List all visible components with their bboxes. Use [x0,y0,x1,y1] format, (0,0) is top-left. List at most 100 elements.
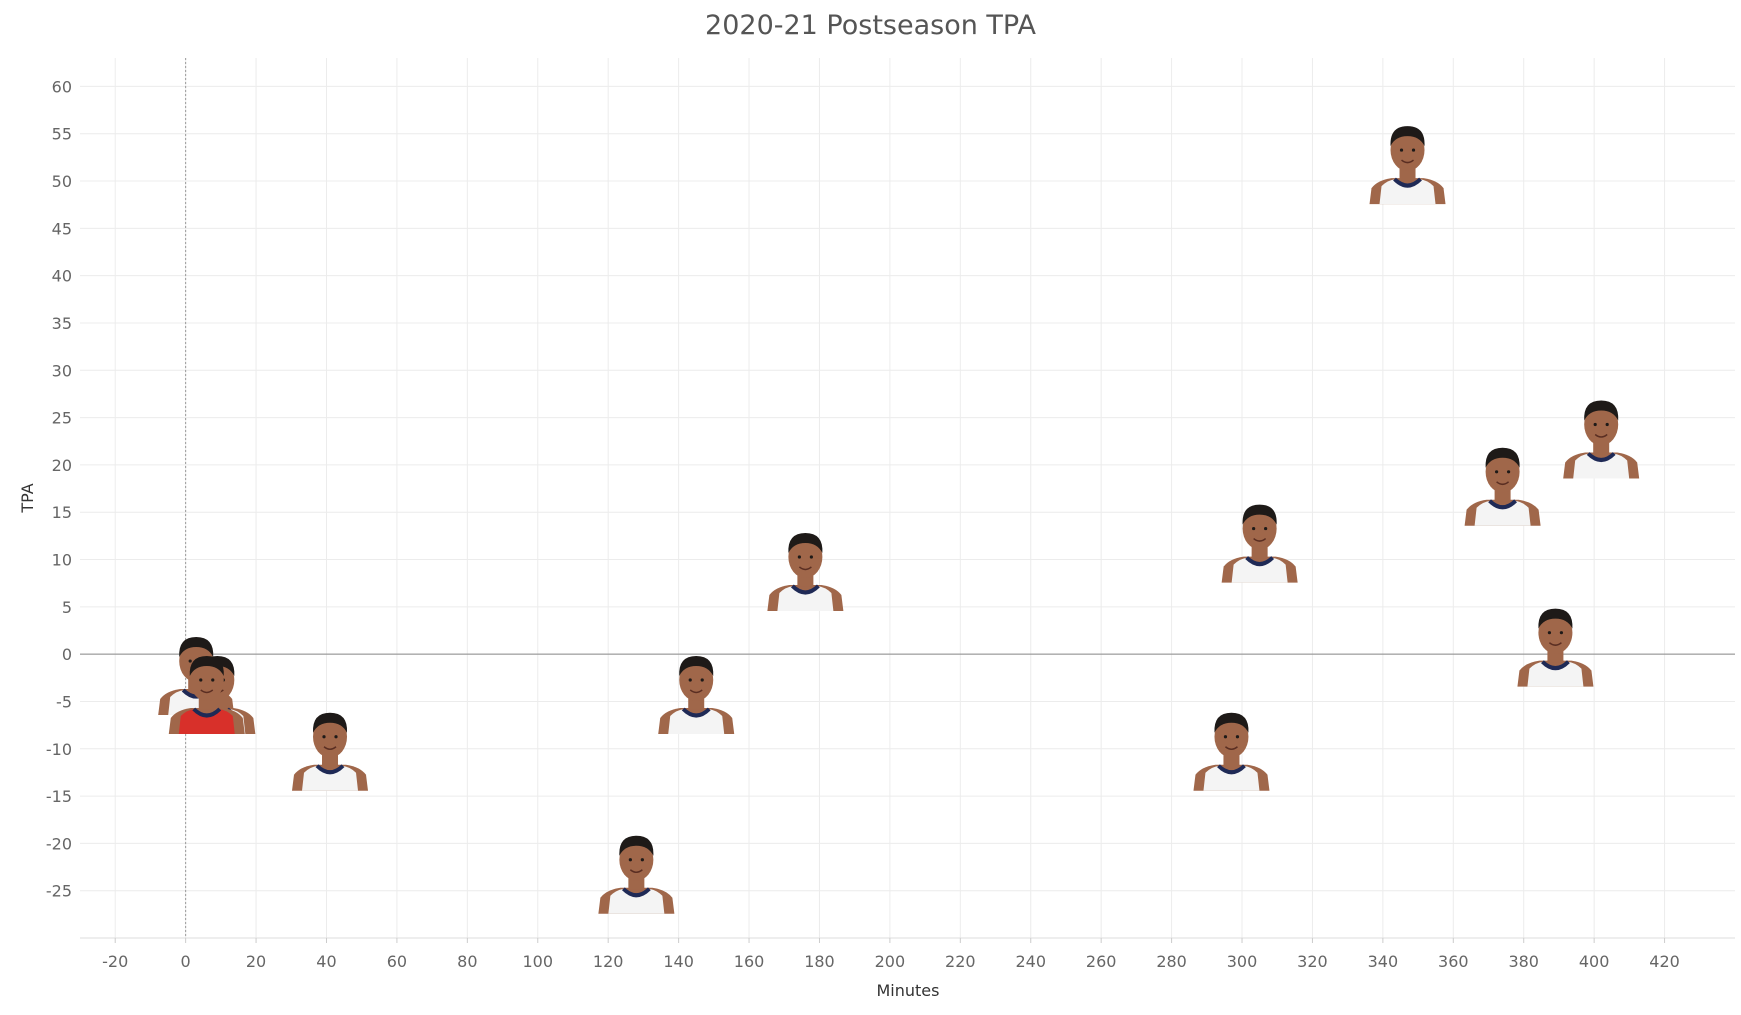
eye [322,735,326,739]
eye [334,735,338,739]
eye [1593,422,1597,427]
jersey [1573,453,1630,479]
eye [700,678,704,682]
x-tick-label: 20 [246,952,266,971]
mouth [1496,481,1510,486]
y-axis-ticks: -25 -20 -15 -10 -5 0 5 10 15 20 25 30 35 40 45 50 55 60 [46,77,72,900]
jersey-collar [192,707,222,718]
jersey-collar [1217,764,1246,775]
grid-lines [80,58,1735,939]
face [1390,129,1425,172]
jersey-collar [681,707,711,718]
jersey-collar [315,764,345,775]
eye [1605,422,1609,427]
x-tick-label: 360 [1438,952,1469,971]
eye [1235,735,1240,739]
player-headshot-point [1221,504,1298,583]
mouth [1594,433,1608,438]
jersey [1527,661,1584,687]
face [1214,715,1249,758]
x-tick-label: 160 [734,952,765,971]
y-tick-label: 10 [52,551,72,570]
y-axis-title: TPA [18,483,37,513]
x-tick-label: 260 [1086,952,1117,971]
data-points [158,126,1640,914]
eye [809,555,813,559]
eye [1494,470,1499,474]
y-tick-label: -5 [56,692,72,711]
eye [1264,526,1268,531]
eye [1506,470,1511,474]
jersey-collar [790,584,820,595]
mouth [323,746,337,750]
hair [619,835,654,856]
eye [1399,148,1404,152]
eye [199,678,203,682]
eye [640,858,644,862]
x-tick-label: 300 [1227,952,1258,971]
chart-title: 2020-21 Postseason TPA [705,10,1036,41]
reference-lines [80,58,1735,938]
player-headshot-point [767,532,844,611]
hair [312,712,348,733]
face [1242,507,1277,550]
hair [1242,504,1277,525]
x-tick-label: 0 [181,952,191,971]
hair [1538,608,1573,629]
x-tick-label: 140 [663,952,694,971]
y-tick-label: 55 [52,125,72,144]
x-tick-label: 340 [1368,952,1399,971]
player-headshot-point [1517,608,1594,687]
mouth [689,689,703,694]
y-tick-label: 45 [52,219,72,238]
jersey [1231,557,1288,583]
eye [188,659,192,663]
hair [1214,712,1249,733]
x-tick-label: 400 [1579,952,1610,971]
jersey-collar [1586,452,1616,462]
jersey-collar [1488,499,1518,510]
hair [1390,126,1425,147]
mouth [1224,746,1238,750]
player-headshot-point [292,712,369,791]
mouth [200,689,214,694]
player-headshot-point [1369,126,1446,205]
player-headshot-point [1563,400,1640,479]
mouth [1253,537,1267,542]
jersey-collar [621,887,651,898]
x-tick-label: 80 [457,952,477,971]
mouth [1548,642,1562,646]
face [679,658,714,701]
y-tick-label: -25 [46,882,72,901]
y-tick-label: 30 [52,361,72,380]
eye [688,678,692,682]
face [1538,611,1573,654]
face [313,715,348,758]
y-tick-label: 15 [52,503,72,522]
y-tick-label: -10 [46,740,72,759]
x-tick-label: 420 [1649,952,1680,971]
x-tick-label: 40 [316,952,336,971]
jersey [1379,179,1436,205]
x-tick-label: 100 [522,952,553,971]
hair [679,655,714,676]
player-headshot-point [1193,712,1270,791]
player-headshot-point [168,655,245,734]
y-tick-label: 35 [52,314,72,333]
face [1485,450,1520,493]
jersey [668,708,725,734]
eye [628,858,632,862]
x-tick-label: 60 [387,952,407,971]
mouth [798,566,812,571]
hair [179,637,214,658]
x-tick-label: 320 [1297,952,1328,971]
x-axis-ticks: -20 0 20 40 60 80 100 120 140 160 180 200 220 240 260 2… [102,938,1680,971]
y-tick-label: -15 [46,787,72,806]
mouth [629,869,643,874]
jersey-collar [1393,177,1422,188]
x-tick-label: 220 [945,952,976,971]
jersey [777,585,834,611]
face [788,535,823,578]
jersey [302,765,359,791]
